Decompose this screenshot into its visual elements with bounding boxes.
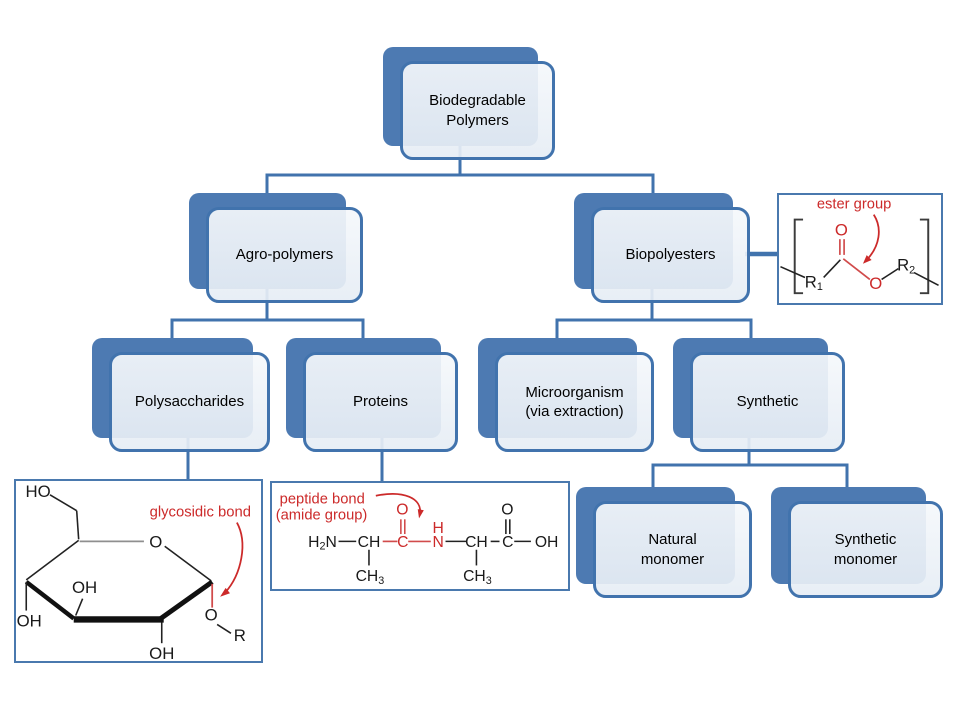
glycosidic-bond-structure-box: glycosidic bond HO O OH OH OH O R (14, 479, 263, 663)
ester-arrowhead (862, 255, 872, 264)
atom-ch1: CH (358, 534, 381, 551)
glycosidic-bond-caption: glycosidic bond (150, 505, 251, 521)
node-label: Natural monomer (640, 531, 705, 568)
atom-c1: C (397, 534, 408, 551)
node-polysaccharides: Polysaccharides (92, 338, 270, 452)
bond (25, 539, 80, 581)
glucose-structure-drawing: glycosidic bond HO O OH OH OH O R (17, 482, 251, 661)
atom-ch2: CH (465, 534, 488, 551)
atom-r2: R2 (897, 256, 915, 277)
node-natural-monomer: Natural monomer (576, 487, 752, 598)
bond (49, 494, 78, 512)
node-synthetic: Synthetic (673, 338, 845, 452)
glycosidic-arrowhead (220, 587, 230, 597)
node-label: Synthetic (736, 393, 799, 411)
peptide-arrowhead (417, 509, 424, 519)
node-microorganism: Microorganism (via extraction) (478, 338, 654, 452)
atom-ho: HO (26, 482, 51, 501)
ester-group-caption: ester group (817, 197, 891, 213)
ester-arrow (866, 214, 880, 261)
node-label: Biodegradable Polymers (429, 92, 526, 129)
node-label: Polysaccharides (134, 393, 245, 411)
atom-ester-o: O (869, 274, 882, 293)
ester-structure-drawing: ester group R1 O O R2 (780, 197, 939, 295)
peptide-caption-line2: (amide group) (276, 507, 368, 523)
node-label: Microorganism (via extraction) (525, 383, 624, 421)
peptide-structure-drawing: peptide bond (amide group) H2N CH C O N … (276, 492, 559, 587)
atom-oh-upper: OH (72, 578, 97, 597)
atom-oh-bottom: OH (149, 644, 174, 661)
peptide-bond-structure-box: peptide bond (amide group) H2N CH C O N … (270, 481, 570, 591)
atom-r: R (234, 626, 246, 645)
bond (74, 598, 84, 616)
atom-h-amide: H (432, 520, 443, 537)
atom-n-amide: N (432, 534, 443, 551)
ring-bond-bold (159, 579, 214, 621)
atom-glyco-o: O (205, 605, 218, 624)
node-biodegradable-polymers: Biodegradable Polymers (383, 47, 555, 160)
atom-ch3-right: CH3 (463, 568, 492, 587)
node-agro-polymers: Agro-polymers (189, 193, 363, 303)
bond (881, 267, 899, 281)
glycosidic-arrow (224, 522, 244, 594)
ring-bond-bold (24, 580, 76, 621)
node-label: Agro-polymers (235, 246, 334, 264)
ester-bond (842, 258, 871, 281)
right-bracket (919, 218, 930, 295)
bond (913, 271, 939, 287)
bond (823, 259, 841, 279)
node-proteins: Proteins (286, 338, 458, 452)
bond (75, 510, 80, 540)
atom-carbonyl-o: O (835, 220, 848, 239)
atom-ch3-left: CH3 (356, 568, 385, 587)
atom-h2n: H2N (308, 534, 337, 553)
atom-oh: OH (535, 534, 559, 551)
atom-c2: C (502, 534, 513, 551)
node-label: Biopolyesters (625, 246, 716, 264)
atom-ring-o: O (149, 532, 162, 551)
bond (780, 265, 806, 279)
left-bracket (793, 218, 804, 295)
node-biopolyesters: Biopolyesters (574, 193, 750, 303)
atom-r1: R1 (805, 272, 823, 293)
ester-group-structure-box: ester group R1 O O R2 (777, 193, 943, 305)
atom-o1: O (396, 501, 408, 518)
atom-oh-left: OH (17, 611, 42, 630)
atom-o2: O (501, 501, 513, 518)
node-label: Proteins (352, 393, 409, 411)
node-label: Synthetic monomer (833, 531, 898, 568)
bond (164, 545, 212, 582)
bond (216, 623, 232, 634)
peptide-caption-line1: peptide bond (280, 492, 365, 508)
node-synthetic-monomer: Synthetic monomer (771, 487, 943, 598)
